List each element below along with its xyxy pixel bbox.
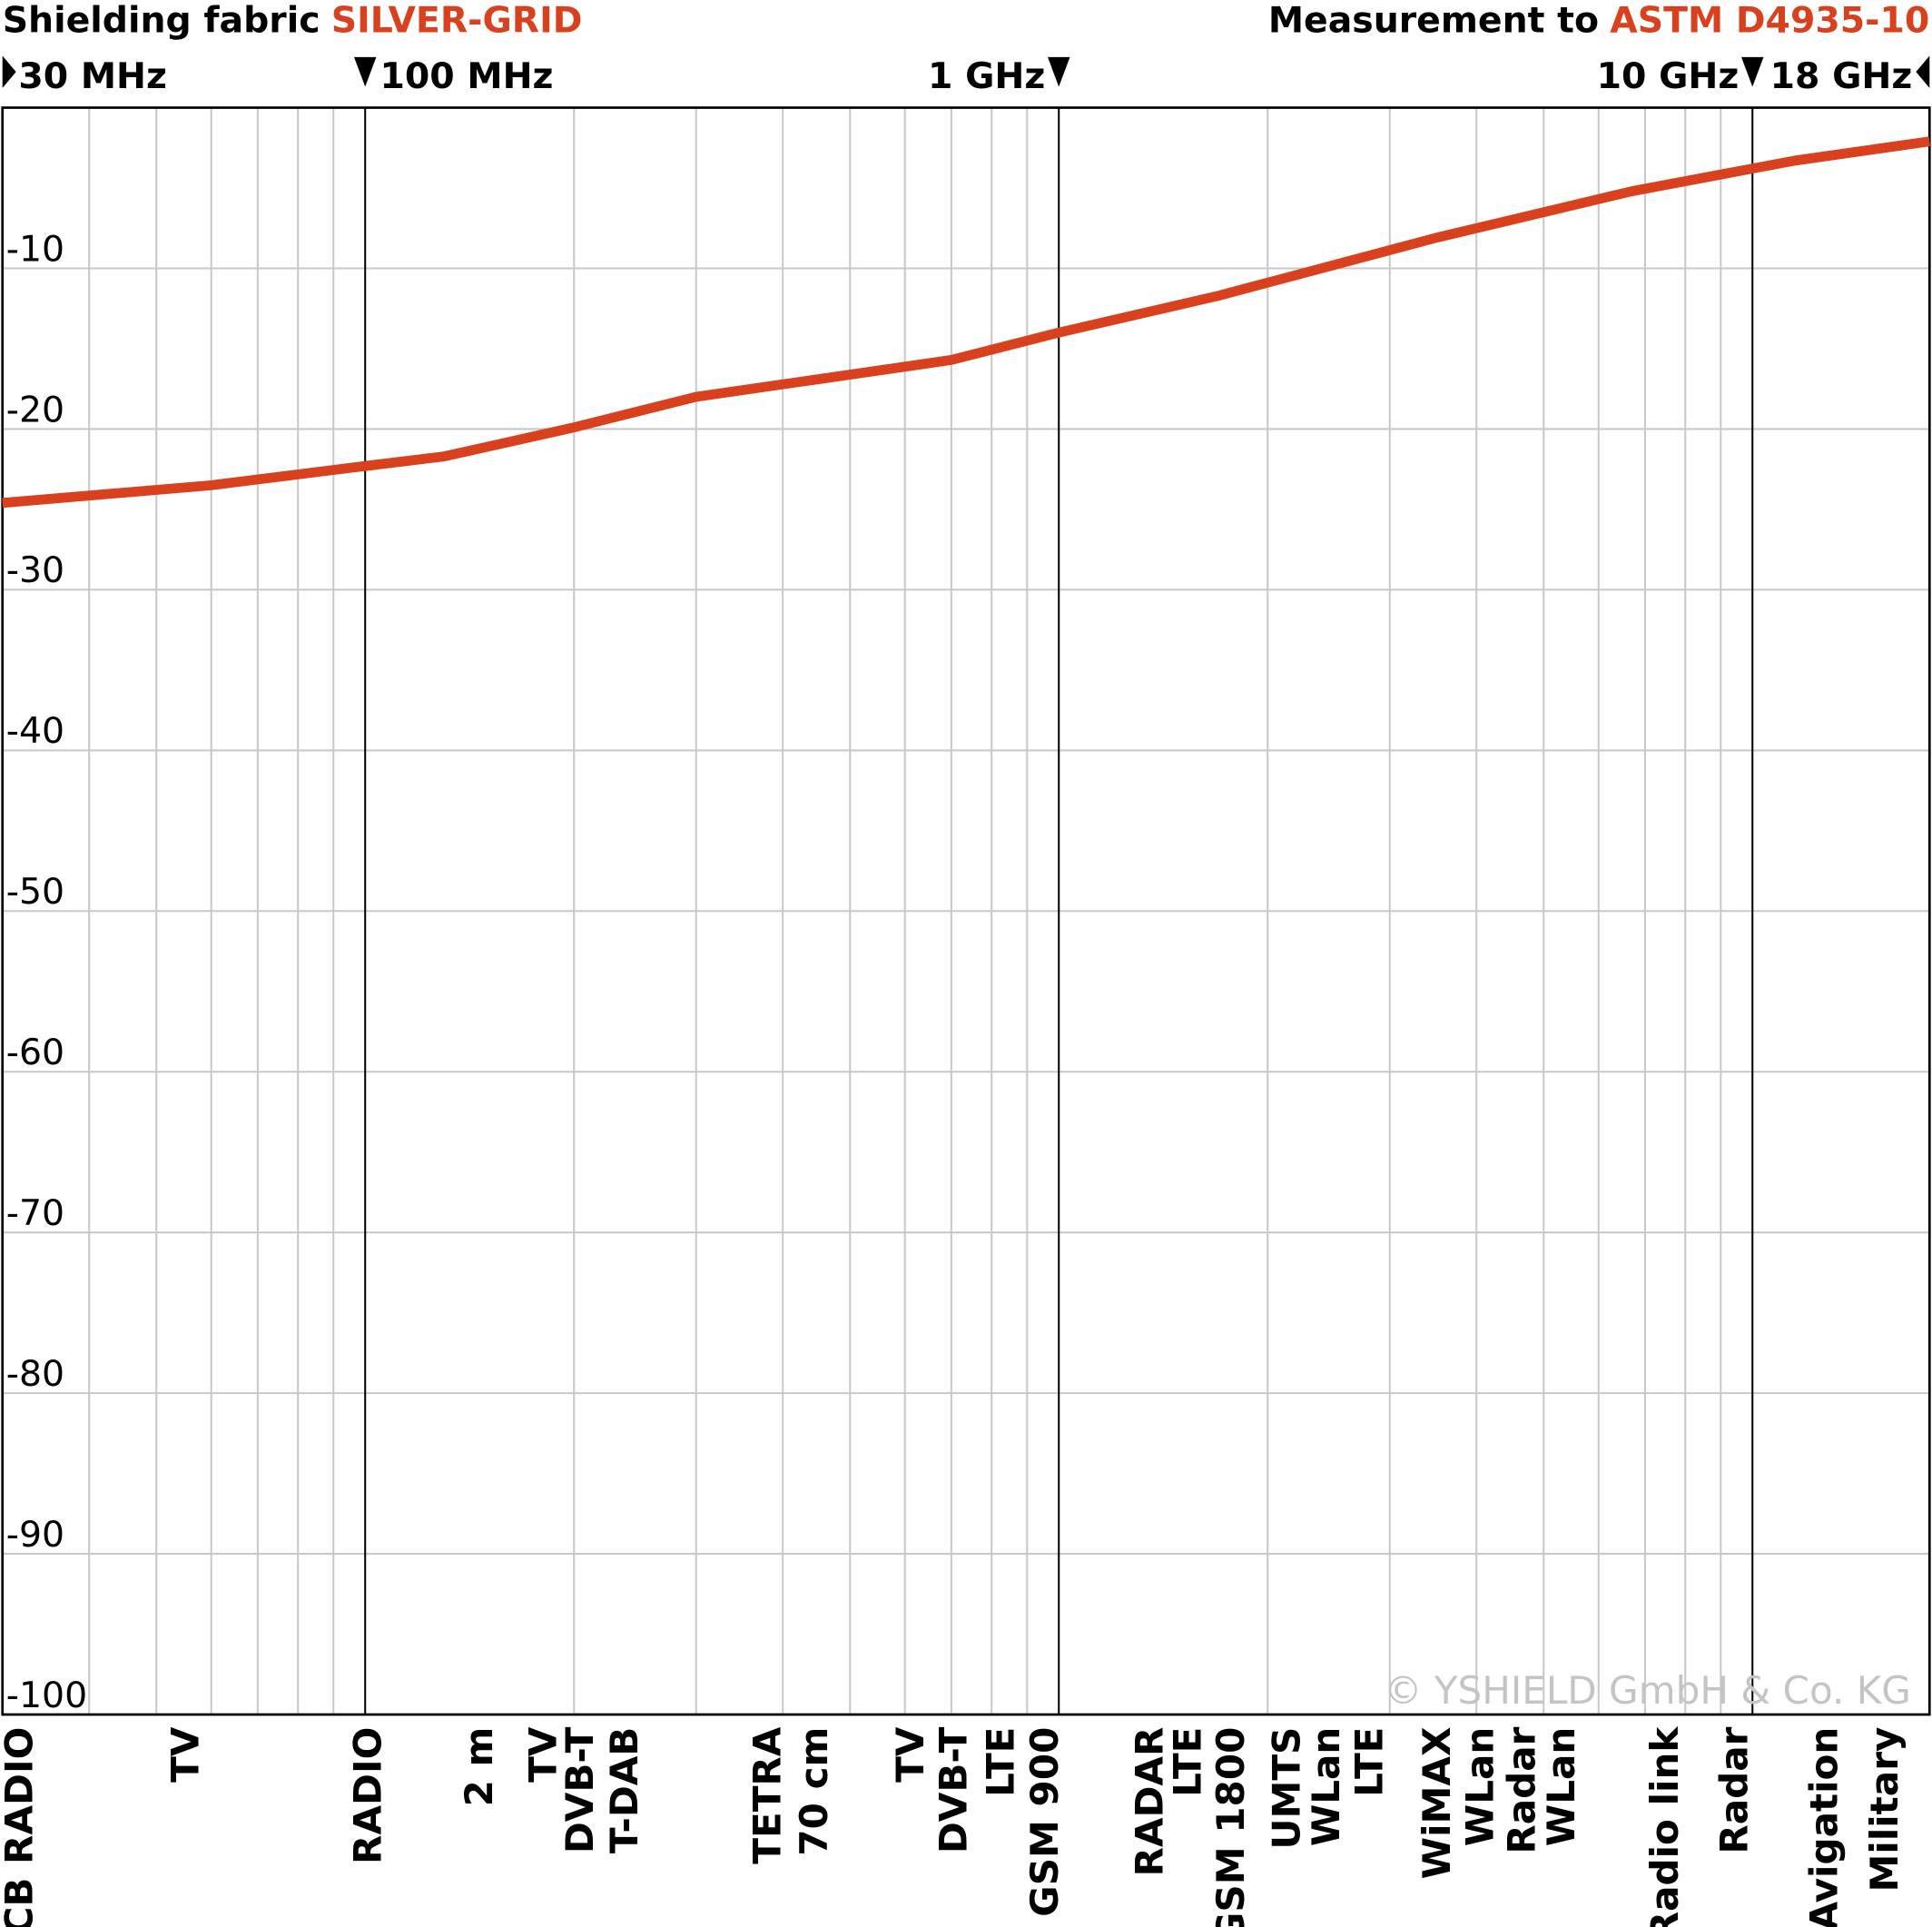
band-label: T-DAB [602,1727,646,1854]
tick-marker [1916,55,1930,88]
y-tick-label: -50 [6,871,64,913]
y-tick-label: -40 [6,710,64,752]
band-label: Radar [1500,1726,1544,1853]
band-label: TV [888,1726,932,1783]
band-label: WLan [1539,1727,1583,1847]
subtitle-highlight: ASTM D4935-10 [1610,0,1929,42]
subtitle-text: Measurement to [1268,0,1599,42]
title-text: Shielding fabric [3,0,320,42]
tick-marker [1741,56,1764,87]
y-tick-label: -20 [6,389,64,430]
chart-title: Shielding fabric SILVER-GRID [3,0,583,42]
band-label: TETRA [745,1726,790,1864]
tick-marker [1048,56,1070,87]
band-label: WiMAX [1414,1727,1459,1880]
y-tick-label: -70 [6,1192,64,1234]
x-tick-label: 1 GHz [928,55,1045,97]
band-label: RADIO [346,1727,390,1864]
band-label: DVB-T [557,1726,602,1853]
band-label: WLan [1458,1727,1503,1847]
band-label: Avigation [1801,1727,1846,1927]
band-label: GSM 900 [1022,1727,1067,1917]
y-tick-label: -100 [6,1675,87,1716]
band-label: WLan [1304,1727,1348,1847]
band-label: Radio link [1642,1726,1687,1927]
x-tick-label: 10 GHz [1597,55,1740,97]
x-tick-label: 18 GHz [1770,55,1913,97]
y-tick-label: -30 [6,549,64,591]
band-label: CB RADIO [0,1727,41,1927]
band-label: TV [520,1726,565,1783]
copyright: © YSHIELD GmbH & Co. KG [1384,1668,1911,1713]
band-label: RADAR [1128,1727,1172,1877]
band-label: Radar [1711,1726,1756,1853]
band-label: DVB-T [932,1726,976,1853]
band-label: 2 m [457,1727,501,1807]
band-label: LTE [1166,1727,1210,1797]
chart-subtitle: Measurement to ASTM D4935-10 [1268,0,1929,42]
x-tick-label: 100 MHz [380,55,554,97]
band-label: UMTS [1264,1727,1308,1850]
band-label: LTE [978,1727,1022,1797]
title-highlight: SILVER-GRID [331,0,583,42]
x-tick-label: 30 MHz [18,55,167,97]
band-label: GSM 1800 [1208,1727,1253,1927]
tick-marker [353,56,377,87]
y-tick-label: -90 [6,1514,64,1556]
tick-marker [2,55,16,88]
band-label: 70 cm [792,1727,836,1856]
y-tick-label: -60 [6,1032,64,1073]
plot-frame [1,106,1931,1716]
band-label: Military [1862,1727,1907,1892]
data-line [2,136,1931,509]
y-tick-label: -10 [6,228,64,270]
band-label: TV [163,1726,208,1783]
band-label: LTE [1346,1727,1391,1797]
y-tick-label: -80 [6,1353,64,1395]
